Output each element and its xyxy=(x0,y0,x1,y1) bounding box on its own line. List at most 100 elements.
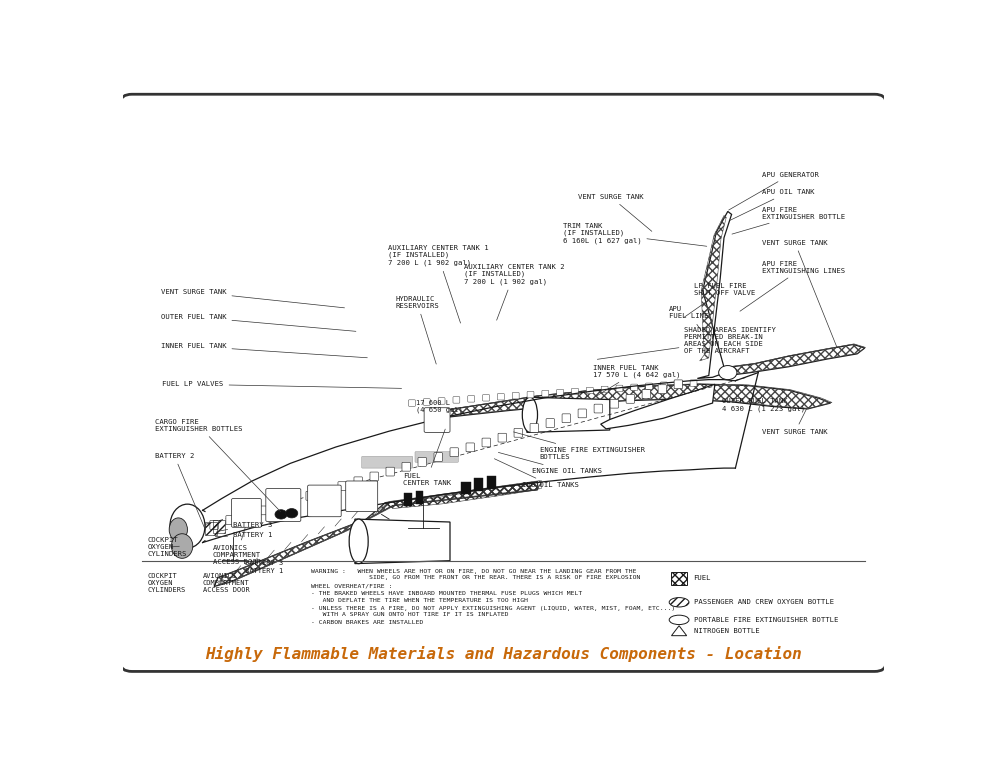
Text: - THE BRAKED WHEELS HAVE INBOARD MOUNTED THERMAL FUSE PLUGS WHICH MELT: - THE BRAKED WHEELS HAVE INBOARD MOUNTED… xyxy=(311,591,582,596)
Polygon shape xyxy=(214,482,537,587)
Text: PASSENGER AND CREW OXYGEN BOTTLE: PASSENGER AND CREW OXYGEN BOTTLE xyxy=(693,599,834,605)
Text: AND DEFLATE THE TIRE WHEN THE TEMPERATURE IS TOO HIGH: AND DEFLATE THE TIRE WHEN THE TEMPERATUR… xyxy=(311,597,528,603)
FancyBboxPatch shape xyxy=(438,398,445,404)
Text: FUEL: FUEL xyxy=(693,575,711,581)
Text: SHADED AREAS IDENTIFY
PERMITTED BREAK-IN
AREAS ON EACH SIDE
OF THE AIRCRAFT: SHADED AREAS IDENTIFY PERMITTED BREAK-IN… xyxy=(597,327,777,359)
FancyBboxPatch shape xyxy=(557,390,564,396)
Text: ENGINE FIRE EXTINGUISHER
BOTTLES: ENGINE FIRE EXTINGUISHER BOTTLES xyxy=(514,432,645,460)
FancyBboxPatch shape xyxy=(274,501,282,510)
FancyBboxPatch shape xyxy=(405,493,412,506)
Text: COCKPIT
OXYGEN
CYLINDERS: COCKPIT OXYGEN CYLINDERS xyxy=(148,573,187,593)
Text: BATTERY 1: BATTERY 1 xyxy=(215,533,272,539)
FancyBboxPatch shape xyxy=(645,383,652,390)
FancyBboxPatch shape xyxy=(498,393,505,400)
FancyBboxPatch shape xyxy=(462,482,470,495)
Text: OUTER FUEL TANK: OUTER FUEL TANK xyxy=(161,314,355,331)
FancyBboxPatch shape xyxy=(610,400,619,408)
Text: BATTERY 3: BATTERY 3 xyxy=(245,560,283,566)
Text: WITH A SPRAY GUN ONTO HOT TIRE IF IT IS INFLATED: WITH A SPRAY GUN ONTO HOT TIRE IF IT IS … xyxy=(311,613,509,617)
FancyBboxPatch shape xyxy=(658,385,667,393)
FancyBboxPatch shape xyxy=(642,390,650,399)
Polygon shape xyxy=(724,345,865,375)
Text: IDG OIL TANKS: IDG OIL TANKS xyxy=(494,459,579,488)
Text: LP FUEL FIRE
SHUT OFF VALVE: LP FUEL FIRE SHUT OFF VALVE xyxy=(684,283,755,317)
FancyBboxPatch shape xyxy=(409,400,415,406)
Text: COCKPIT
OXYGEN
CYLINDERS: COCKPIT OXYGEN CYLINDERS xyxy=(148,537,188,557)
FancyBboxPatch shape xyxy=(482,438,490,447)
Polygon shape xyxy=(527,397,610,432)
FancyBboxPatch shape xyxy=(674,380,682,389)
FancyBboxPatch shape xyxy=(594,404,603,413)
FancyBboxPatch shape xyxy=(690,380,697,387)
FancyBboxPatch shape xyxy=(661,382,668,388)
Text: VENT SURGE TANK: VENT SURGE TANK xyxy=(161,288,345,308)
FancyBboxPatch shape xyxy=(527,391,534,398)
FancyBboxPatch shape xyxy=(210,521,218,530)
FancyBboxPatch shape xyxy=(627,394,634,403)
FancyBboxPatch shape xyxy=(487,476,497,489)
Text: INNER FUEL TANK: INNER FUEL TANK xyxy=(161,343,367,358)
Circle shape xyxy=(275,510,287,519)
FancyBboxPatch shape xyxy=(530,424,538,432)
Text: VENT SURGE TANK: VENT SURGE TANK xyxy=(762,240,837,348)
Text: BATTERY 2: BATTERY 2 xyxy=(155,453,205,530)
Text: APU FIRE
EXTINGUISHER BOTTLE: APU FIRE EXTINGUISHER BOTTLE xyxy=(732,207,846,234)
FancyBboxPatch shape xyxy=(290,496,299,505)
Text: VENT SURGE TANK: VENT SURGE TANK xyxy=(577,194,652,231)
Text: NITROGEN BOTTLE: NITROGEN BOTTLE xyxy=(693,628,759,634)
Text: BATTERY 1: BATTERY 1 xyxy=(245,568,283,575)
FancyBboxPatch shape xyxy=(578,409,586,418)
FancyBboxPatch shape xyxy=(415,491,423,504)
FancyBboxPatch shape xyxy=(418,457,426,466)
Text: FUEL LP VALVES: FUEL LP VALVES xyxy=(162,381,402,388)
Ellipse shape xyxy=(350,519,368,564)
FancyBboxPatch shape xyxy=(616,385,623,392)
Ellipse shape xyxy=(172,533,192,559)
FancyBboxPatch shape xyxy=(226,516,235,524)
FancyBboxPatch shape xyxy=(467,396,474,402)
FancyBboxPatch shape xyxy=(434,453,442,461)
FancyBboxPatch shape xyxy=(450,447,459,457)
FancyBboxPatch shape xyxy=(630,384,637,390)
Text: ENGINE OIL TANKS: ENGINE OIL TANKS xyxy=(498,453,602,474)
FancyBboxPatch shape xyxy=(482,395,489,401)
Circle shape xyxy=(719,365,736,380)
FancyBboxPatch shape xyxy=(322,486,330,495)
FancyBboxPatch shape xyxy=(306,492,314,500)
Text: APU FIRE
EXTINGUISHING LINES: APU FIRE EXTINGUISHING LINES xyxy=(740,260,846,311)
FancyBboxPatch shape xyxy=(546,419,555,428)
Text: PORTABLE FIRE EXTINGUISHER BOTTLE: PORTABLE FIRE EXTINGUISHER BOTTLE xyxy=(693,617,838,622)
Ellipse shape xyxy=(522,397,537,432)
Text: - UNLESS THERE IS A FIRE, DO NOT APPLY EXTINGUISHING AGENT (LIQUID, WATER, MIST,: - UNLESS THERE IS A FIRE, DO NOT APPLY E… xyxy=(311,606,676,611)
Text: 17 600 L
(4 650 gal): 17 600 L (4 650 gal) xyxy=(415,400,463,413)
FancyBboxPatch shape xyxy=(361,457,412,468)
FancyBboxPatch shape xyxy=(258,506,266,514)
Text: APU OIL TANK: APU OIL TANK xyxy=(731,189,814,220)
Text: AUXILIARY CENTER TANK 2
(IF INSTALLED)
7 200 L (1 902 gal): AUXILIARY CENTER TANK 2 (IF INSTALLED) 7… xyxy=(464,263,565,320)
Ellipse shape xyxy=(169,518,188,541)
FancyBboxPatch shape xyxy=(232,498,261,527)
FancyBboxPatch shape xyxy=(354,477,362,486)
FancyBboxPatch shape xyxy=(676,381,682,387)
Text: CARGO FIRE
EXTINGUISHER BOTTLES: CARGO FIRE EXTINGUISHER BOTTLES xyxy=(155,419,281,512)
FancyBboxPatch shape xyxy=(338,482,347,491)
FancyBboxPatch shape xyxy=(386,467,395,476)
FancyBboxPatch shape xyxy=(474,478,483,491)
Text: HYDRAULIC
RESERVOIRS: HYDRAULIC RESERVOIRS xyxy=(395,296,439,364)
Text: AUXILIARY CENTER TANK 1
(IF INSTALLED)
7 200 L (1 902 gal): AUXILIARY CENTER TANK 1 (IF INSTALLED) 7… xyxy=(388,245,488,323)
FancyBboxPatch shape xyxy=(453,396,460,403)
FancyBboxPatch shape xyxy=(542,390,549,396)
FancyBboxPatch shape xyxy=(307,485,341,517)
Text: TRIM TANK
(IF INSTALLED)
6 160L (1 627 gal): TRIM TANK (IF INSTALLED) 6 160L (1 627 g… xyxy=(563,223,707,247)
FancyBboxPatch shape xyxy=(572,388,578,395)
FancyBboxPatch shape xyxy=(424,408,450,432)
Text: AVIONICS
COMPARTMENT
ACCESS DOOR: AVIONICS COMPARTMENT ACCESS DOOR xyxy=(202,573,249,593)
FancyBboxPatch shape xyxy=(586,387,593,393)
FancyBboxPatch shape xyxy=(466,443,474,452)
Text: Highly Flammable Materials and Hazardous Components - Location: Highly Flammable Materials and Hazardous… xyxy=(205,646,801,662)
FancyBboxPatch shape xyxy=(370,472,378,481)
Text: WARNING :   WHEN WHEELS ARE HOT OR ON FIRE, DO NOT GO NEAR THE LANDING GEAR FROM: WARNING : WHEN WHEELS ARE HOT OR ON FIRE… xyxy=(311,569,637,574)
Text: VENT SURGE TANK: VENT SURGE TANK xyxy=(762,409,828,435)
Text: - CARBON BRAKES ARE INSTALLED: - CARBON BRAKES ARE INSTALLED xyxy=(311,620,424,626)
FancyBboxPatch shape xyxy=(562,414,571,422)
